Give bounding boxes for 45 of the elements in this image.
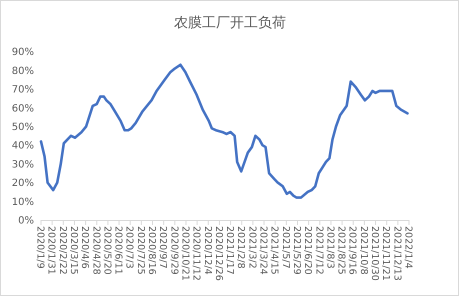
x-tick-label: 2020/3/15: [68, 226, 79, 275]
x-tick-label: 2021/1/17: [224, 226, 236, 275]
x-tick-label: 2021/11/21: [380, 226, 392, 281]
x-tick-label: 2022/1/4: [402, 226, 414, 269]
x-tick-label: 2020/4/6: [79, 226, 90, 269]
x-tick-label: 2021/10/8: [358, 226, 369, 275]
y-tick-label: 80%: [12, 66, 34, 77]
x-tick-label: 2020/1/31: [46, 226, 57, 275]
x-tick-label: 2021/8/25: [336, 226, 347, 275]
y-tick-label: 90%: [12, 47, 34, 58]
x-tick-label: 2021/9/16: [346, 226, 358, 275]
x-tick-label: 2021/10/30: [369, 226, 380, 281]
y-tick-label: 60%: [12, 103, 34, 114]
y-tick-label: 10%: [12, 196, 34, 208]
x-tick-label: 2021/7/12: [313, 226, 324, 275]
x-tick-label: 2021/3/24: [258, 226, 269, 275]
x-tick-label: 2020/5/20: [101, 226, 112, 275]
x-tick-label: 2021/4/15: [268, 226, 280, 275]
x-tick-label: 2020/12/4: [202, 226, 213, 275]
x-tick-label: 2020/4/28: [90, 226, 102, 275]
y-tick-label: 70%: [12, 84, 34, 96]
x-tick-label: 2021/3/2: [246, 226, 258, 269]
x-tick-label: 2020/8/16: [146, 226, 158, 275]
x-tick-label: 2021/8/3: [324, 226, 336, 269]
x-tick-label: 2020/9/29: [168, 226, 180, 275]
x-tick-label: 2020/11/12: [190, 226, 202, 281]
y-tick-label: 0%: [18, 216, 34, 226]
x-tick-label: 2020/7/3: [124, 226, 135, 269]
x-tick-label: 2020/9/7: [157, 226, 168, 269]
y-tick-label: 20%: [12, 178, 34, 190]
chart-title: 农膜工厂开工负荷: [174, 15, 286, 31]
y-tick-label: 50%: [12, 122, 34, 133]
x-tick-label: 2021/12/13: [391, 226, 402, 281]
x-tick-label: 2021/5/7: [280, 226, 291, 269]
x-tick-label: 2021/2/8: [235, 226, 246, 269]
x-tick-label: 2020/6/11: [112, 226, 124, 275]
x-tick-label: 2020/2/22: [56, 226, 68, 275]
x-tick-label: 2020/10/21: [179, 226, 190, 281]
x-tick-label: 2021/6/20: [302, 226, 314, 275]
x-tick-label: 2020/12/26: [212, 226, 224, 281]
y-tick-label: 30%: [12, 159, 34, 170]
x-tick-label: 2020/1/9: [34, 226, 46, 269]
y-tick-label: 40%: [12, 140, 34, 152]
x-tick-label: 2021/5/29: [290, 226, 302, 275]
x-tick-label: 2020/7/25: [134, 226, 146, 275]
